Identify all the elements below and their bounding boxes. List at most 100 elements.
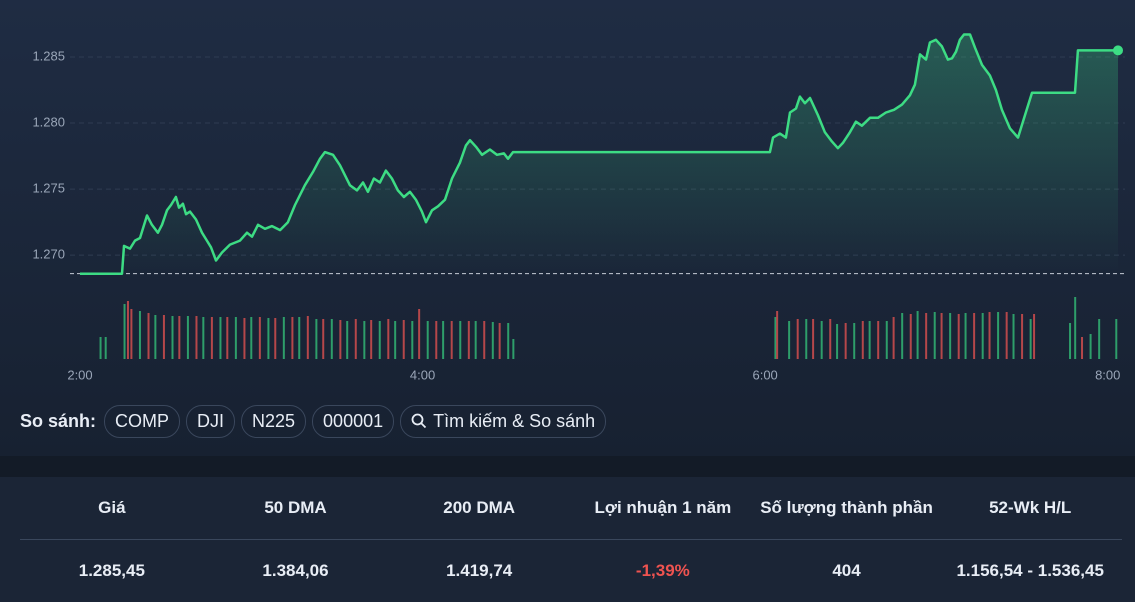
volume-bar: [130, 309, 133, 359]
volume-bar: [126, 301, 129, 359]
x-tick-label: 8:00: [1095, 367, 1120, 382]
volume-bar: [805, 319, 808, 359]
volume-bar: [1069, 323, 1072, 359]
chart: 1.270 1.275 1.280 1.285 2:00 4:00 6:00 8:00: [32, 33, 1125, 382]
volume-bar: [925, 313, 928, 359]
volume-bar: [154, 315, 157, 359]
compare-chip[interactable]: 000001: [312, 404, 395, 438]
volume-bar: [1098, 319, 1101, 359]
x-tick-label: 6:00: [752, 367, 777, 382]
compare-bar: So sánh: COMP DJI N225 000001 Tìm kiếm &…: [20, 404, 607, 438]
volume-bar: [491, 322, 494, 359]
volume-bar: [274, 318, 277, 359]
volume-bar: [322, 319, 325, 359]
header-row: Giá 50 DMA 200 DMA Lợi nhuận 1 năm Số lượng …: [20, 477, 1122, 540]
volume-bar: [402, 320, 405, 359]
volume-bar: [450, 321, 453, 359]
volume-bar: [1074, 297, 1077, 359]
volume-bar: [411, 321, 414, 359]
volume-bar: [418, 309, 421, 359]
volume-bar: [147, 313, 150, 359]
volume-bar: [282, 317, 285, 359]
divider: [0, 456, 1135, 477]
volume-bar: [474, 321, 477, 359]
volume-bar: [812, 319, 815, 359]
volume-bar: [981, 313, 984, 359]
price-line: [80, 33, 1118, 275]
stat-value: 1.419,74: [446, 561, 513, 580]
volume-bar: [378, 321, 381, 359]
volume-bar: [916, 311, 919, 359]
volume-bar: [459, 321, 462, 359]
stat-header: 200 DMA: [443, 498, 516, 517]
volume-bar: [507, 323, 510, 359]
volume-bar: [853, 323, 856, 359]
stat-value: 1.285,45: [78, 561, 145, 580]
volume-bar: [104, 337, 107, 359]
y-tick-label: 1.270: [32, 247, 65, 262]
stat-header: Số lượng thành phần: [760, 498, 933, 517]
volume-bar: [829, 319, 832, 359]
volume-bar: [988, 312, 991, 359]
volume-bar: [186, 316, 189, 359]
volume-bar: [949, 313, 952, 359]
volume-bar: [498, 323, 501, 359]
volume-bar: [298, 317, 301, 359]
stat-value: -1,39%: [635, 561, 690, 580]
search-label: Tìm kiếm & So sánh: [433, 410, 596, 431]
volume-bar: [346, 321, 349, 359]
y-tick-label: 1.285: [32, 48, 65, 63]
volume-bar: [162, 315, 165, 359]
volume-bar: [836, 324, 839, 359]
value-row: 1.285,45 1.384,06 1.419,74 -1,39% 404 1.156,5…: [20, 540, 1122, 602]
volume-bar: [99, 337, 102, 359]
volume-bar: [1033, 314, 1036, 359]
stat-header: 50 DMA: [264, 498, 327, 517]
stats-table: Giá 50 DMA 200 DMA Lợi nhuận 1 năm Số lượng …: [20, 477, 1122, 602]
volume-bar: [973, 313, 976, 359]
volume-bar: [291, 317, 294, 359]
compare-chip[interactable]: N225: [241, 404, 307, 438]
y-tick-label: 1.275: [32, 181, 65, 196]
volume-bar: [776, 311, 779, 359]
volume-bar: [339, 320, 342, 359]
area-fill: [80, 34, 1118, 275]
volume-bar: [394, 321, 397, 359]
x-tick-label: 2:00: [67, 367, 92, 382]
volume-bar: [901, 313, 904, 359]
volume-bar: [258, 317, 261, 359]
volume-bar: [933, 312, 936, 359]
volume-bar: [195, 316, 198, 359]
y-tick-label: 1.280: [32, 114, 65, 129]
compare-chip[interactable]: DJI: [186, 404, 236, 438]
volume-bar: [315, 319, 318, 359]
compare-chip[interactable]: COMP: [104, 404, 181, 438]
volume-bar: [123, 304, 126, 359]
volume-bar: [940, 313, 943, 359]
last-point: [1113, 45, 1123, 56]
stat-value: 1.384,06: [262, 561, 329, 580]
volume-bar: [306, 316, 309, 359]
volume-bar: [226, 317, 229, 359]
volume-bar: [1005, 312, 1008, 359]
volume-bar: [1021, 314, 1024, 359]
volume-bar: [796, 319, 799, 359]
page: {"chart_data":{"type":"line", "xlim":[2,…: [0, 0, 1135, 580]
volume-bar: [370, 320, 373, 359]
volume-bar: [435, 321, 438, 359]
stat-value: 404: [832, 561, 861, 580]
compare-label: So sánh:: [20, 410, 97, 431]
volume-bar: [1029, 319, 1032, 359]
search-icon: [411, 413, 427, 429]
volume-bar: [219, 317, 222, 359]
volume-bar: [330, 319, 333, 359]
volume-bar: [1115, 319, 1118, 359]
volume-bar: [483, 321, 486, 359]
volume-bar: [442, 321, 445, 359]
volume-bar: [426, 321, 429, 359]
volume-bar: [1089, 334, 1092, 359]
volume-bar: [512, 339, 515, 359]
search-button[interactable]: Tìm kiếm & So sánh: [400, 404, 607, 438]
volume-bar: [957, 314, 960, 359]
volume-bar: [861, 321, 864, 359]
